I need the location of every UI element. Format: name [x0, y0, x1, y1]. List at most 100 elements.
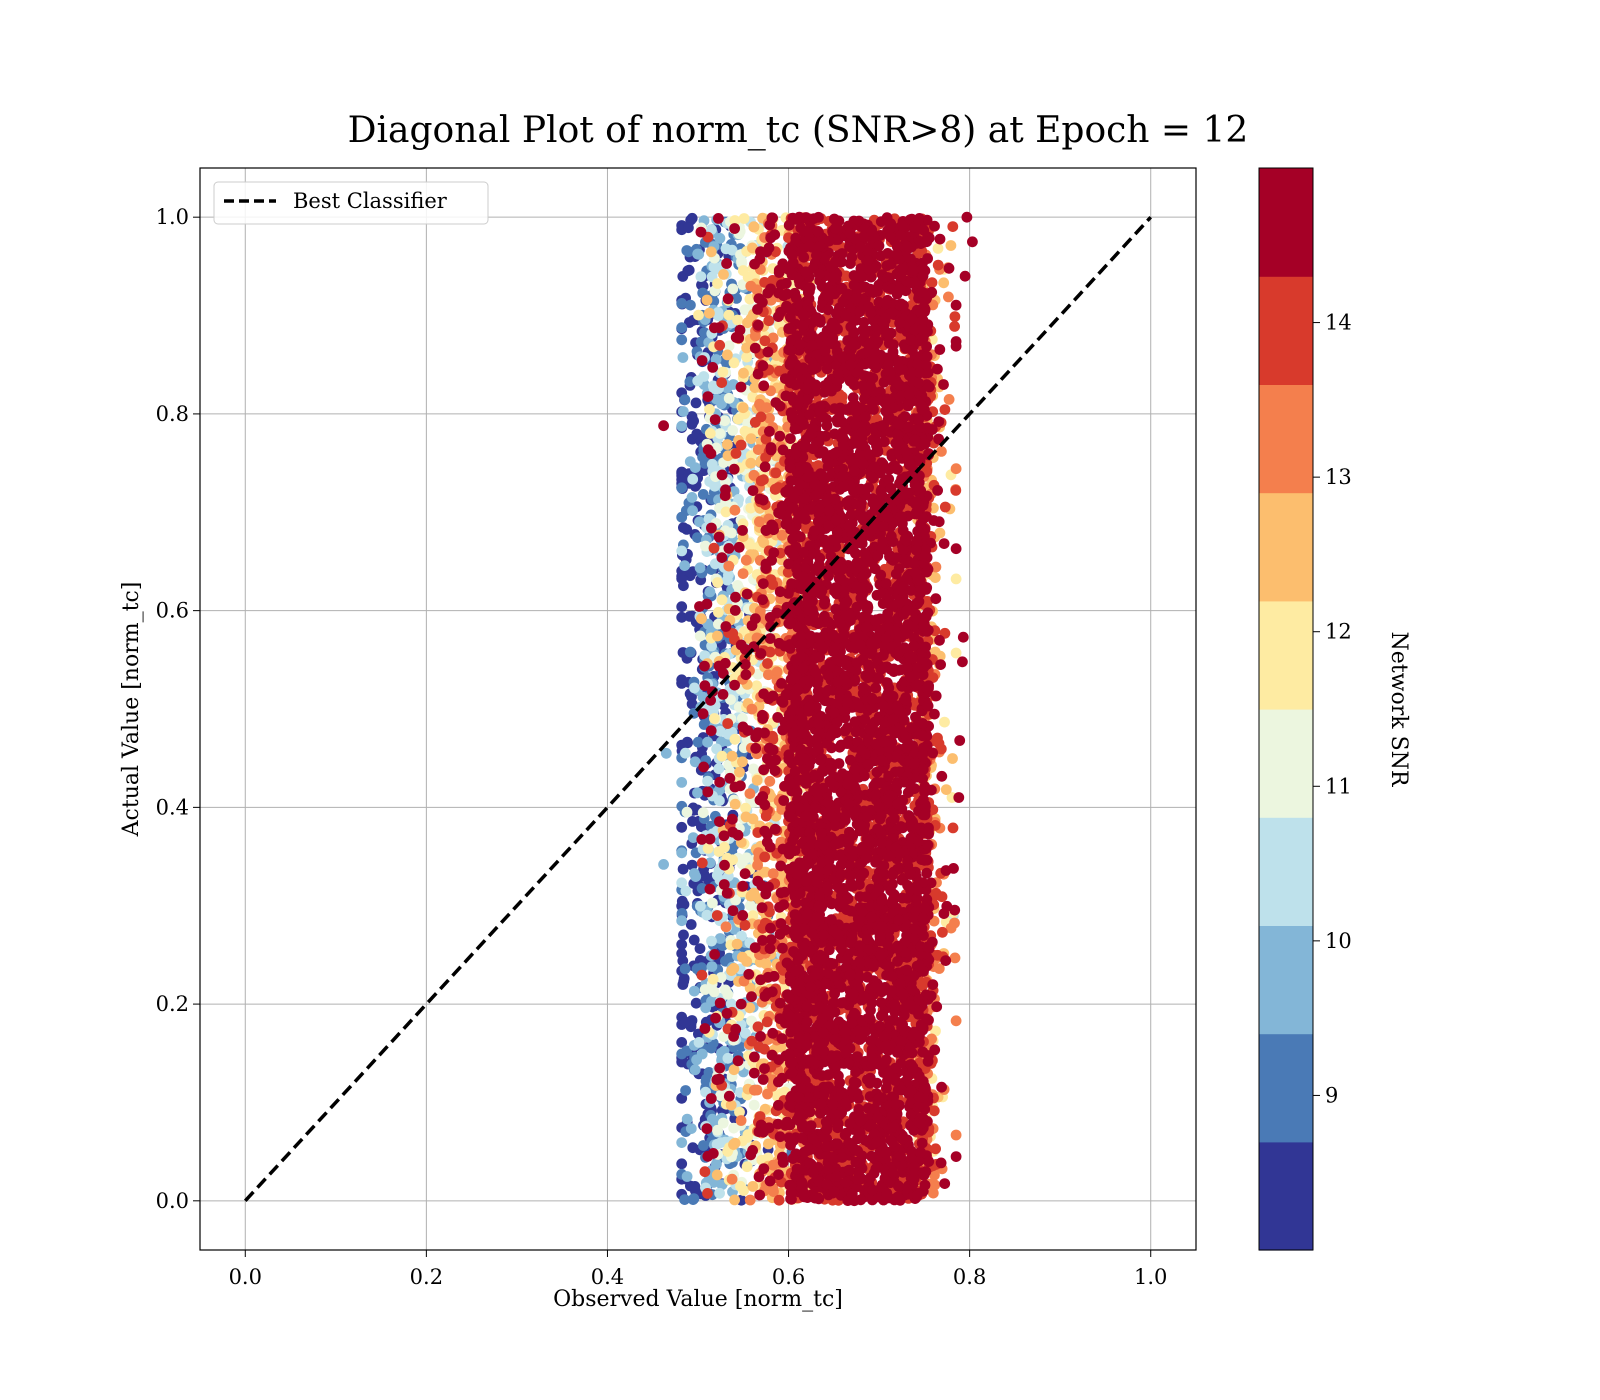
scatter-point — [720, 506, 732, 518]
scatter-point — [722, 718, 734, 729]
scatter-point — [770, 467, 782, 479]
scatter-point — [950, 573, 962, 585]
scatter-point — [735, 439, 747, 451]
scatter-point — [943, 394, 955, 405]
scatter-point — [930, 1143, 941, 1155]
scatter-point — [677, 352, 689, 363]
scatter-point — [954, 735, 966, 746]
scatter-point — [676, 474, 688, 485]
scatter-point — [747, 1145, 758, 1156]
scatter-point — [677, 863, 689, 875]
scatter-point — [692, 532, 703, 543]
scatter-point — [681, 1113, 693, 1125]
scatter-point — [676, 298, 688, 309]
scatter-point — [687, 1194, 699, 1205]
scatter-point — [689, 682, 700, 694]
scatter-point — [704, 586, 716, 598]
scatter-point — [685, 1123, 697, 1134]
scatter-point — [704, 428, 716, 439]
scatter-point — [676, 1137, 688, 1148]
scatter-point — [708, 986, 720, 998]
scatter-point — [696, 857, 708, 869]
scatter-point — [755, 475, 767, 487]
scatter-point — [723, 560, 735, 572]
scatter-point — [725, 694, 736, 705]
scatter-point — [712, 1124, 723, 1136]
scatter-point — [702, 736, 713, 748]
scatter-point — [738, 1185, 749, 1196]
scatter-point — [760, 452, 771, 463]
scatter-point — [732, 1055, 744, 1067]
scatter-point — [720, 243, 732, 255]
scatter-point — [728, 1064, 740, 1076]
scatter-point — [776, 529, 788, 541]
scatter-point — [677, 406, 689, 417]
scatter-point — [732, 580, 744, 591]
scatter-point — [729, 798, 741, 810]
scatter-point — [722, 1052, 734, 1064]
scatter-point — [685, 919, 697, 930]
scatter-point — [678, 975, 690, 987]
scatter-point — [762, 1088, 773, 1100]
scatter-point — [688, 934, 700, 946]
scatter-point — [676, 1037, 688, 1048]
scatter-point — [740, 802, 751, 814]
scatter-point — [698, 719, 710, 730]
scatter-point — [680, 885, 692, 897]
scatter-point — [688, 985, 700, 997]
scatter-point — [938, 277, 950, 289]
scatter-point — [706, 640, 717, 652]
scatter-point — [890, 568, 902, 580]
scatter-point — [755, 411, 767, 423]
scatter-point — [716, 377, 728, 388]
scatter-point — [926, 277, 938, 288]
scatter-point — [764, 412, 775, 424]
scatter-point — [717, 366, 729, 378]
scatter-point — [845, 860, 856, 872]
scatter-point — [745, 433, 757, 445]
scatter-point — [706, 458, 718, 470]
scatter-point — [739, 304, 751, 316]
scatter-point — [679, 394, 691, 406]
scatter-point — [715, 1137, 727, 1148]
scatter-point — [689, 756, 701, 768]
scatter-point — [697, 489, 709, 500]
scatter-points — [658, 211, 978, 1207]
scatter-point — [696, 883, 708, 894]
scatter-point — [726, 1173, 738, 1185]
scatter-point — [734, 1106, 745, 1118]
scatter-point — [759, 1063, 770, 1074]
scatter-point — [689, 462, 701, 473]
scatter-point — [771, 666, 783, 678]
scatter-point — [687, 505, 698, 517]
scatter-point — [821, 363, 833, 375]
scatter-point — [688, 415, 699, 427]
scatter-point — [678, 522, 689, 533]
scatter-point — [761, 402, 773, 413]
scatter-point — [702, 775, 713, 787]
scatter-point — [950, 1015, 962, 1027]
scatter-point — [679, 560, 690, 571]
scatter-point — [694, 630, 706, 642]
scatter-point — [945, 240, 957, 251]
scatter-point — [714, 428, 726, 439]
scatter-point — [937, 926, 948, 938]
scatter-point — [678, 929, 689, 941]
scatter-point — [763, 315, 775, 327]
scatter-point — [733, 494, 744, 505]
scatter-point — [702, 843, 714, 854]
scatter-point — [681, 1171, 693, 1182]
scatter-point — [729, 733, 741, 745]
scatter-point — [728, 357, 740, 369]
scatter-point — [685, 567, 697, 579]
scatter-point — [737, 568, 749, 579]
scatter-point — [679, 963, 691, 975]
scatter-point — [717, 1117, 729, 1129]
scatter-point — [933, 963, 945, 974]
scatter-point — [748, 469, 760, 481]
scatter-point — [927, 1187, 939, 1199]
scatter-point — [713, 763, 725, 775]
scatter-point — [714, 795, 725, 807]
scatter-point — [729, 504, 741, 516]
scatter-point — [681, 806, 693, 818]
